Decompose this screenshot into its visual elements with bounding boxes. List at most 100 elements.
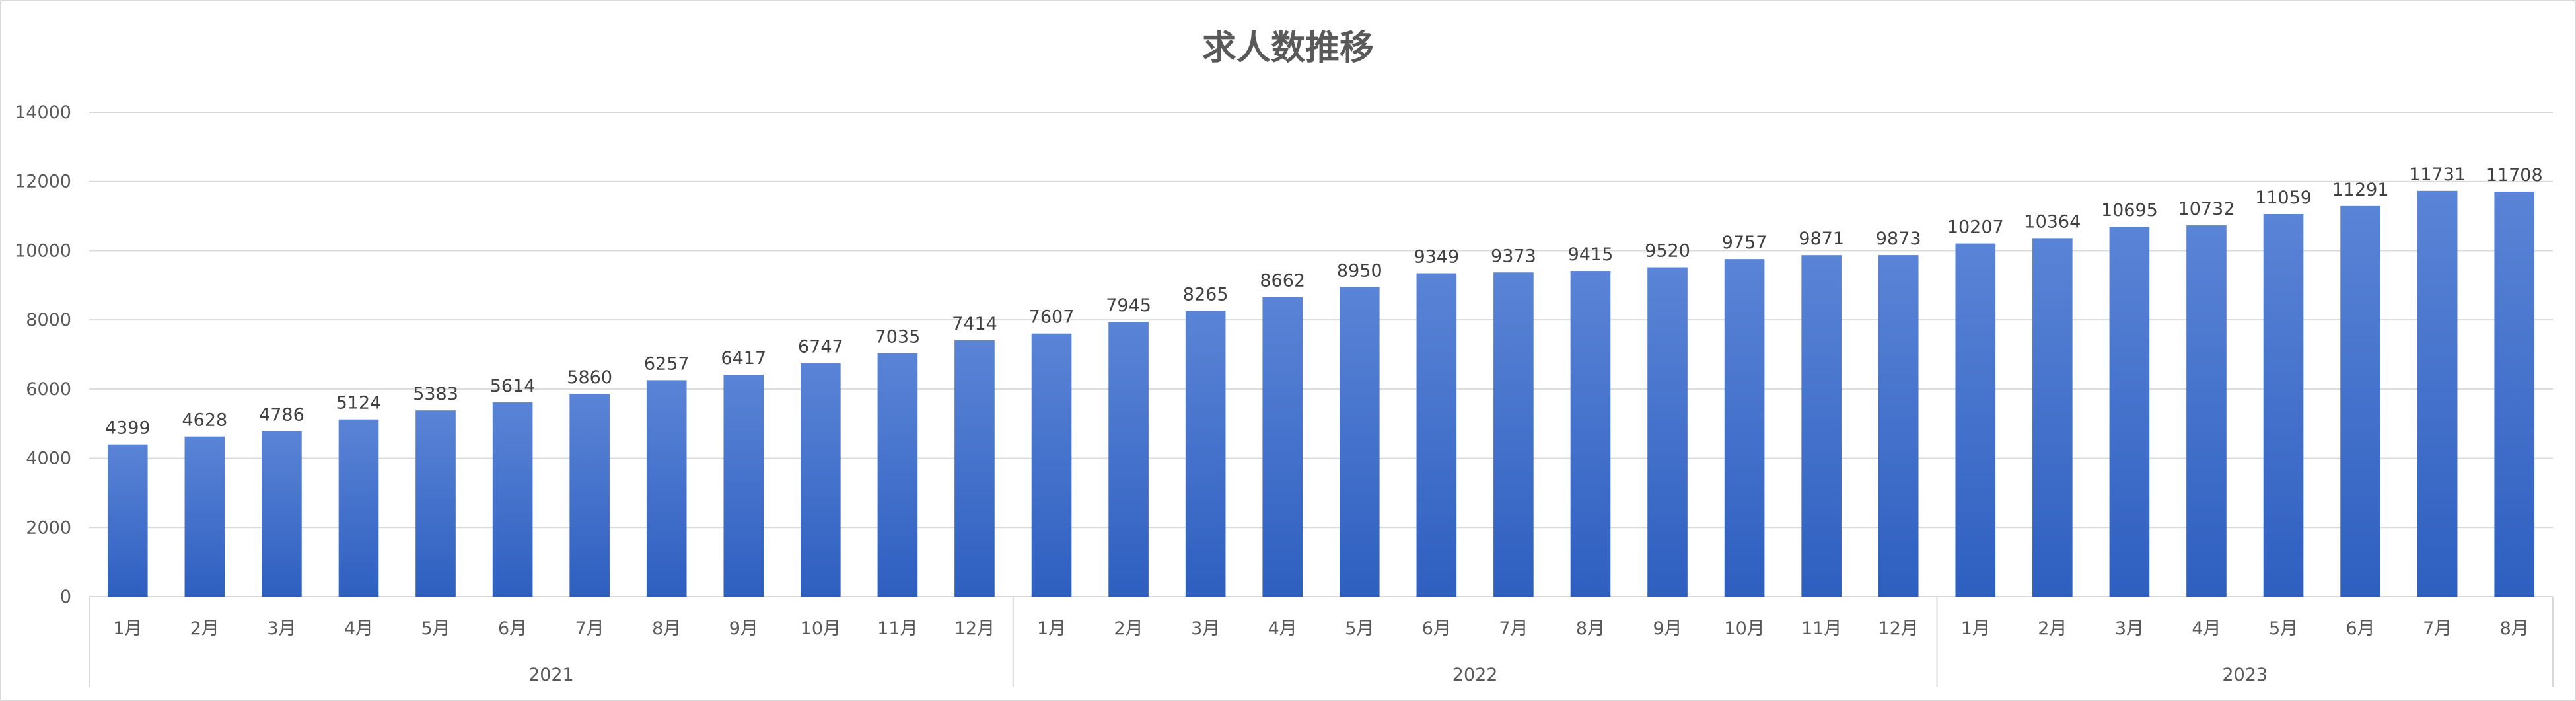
y-tick-label: 12000 xyxy=(15,172,71,192)
data-label: 9349 xyxy=(1413,247,1459,268)
year-groups: 2021 2022 2023 xyxy=(89,597,2554,687)
bar xyxy=(1262,297,1303,597)
x-tick-label: 3月 xyxy=(2115,618,2144,639)
bar xyxy=(1955,243,1996,597)
x-tick-label: 11月 xyxy=(1801,618,1842,639)
bar xyxy=(1031,333,1072,597)
x-tick-label: 1月 xyxy=(1961,618,1990,639)
x-tick-label: 4月 xyxy=(2192,618,2221,639)
y-tick-label: 2000 xyxy=(26,517,71,538)
data-label: 10732 xyxy=(2178,199,2235,219)
x-tick-label: 9月 xyxy=(729,618,758,639)
bar xyxy=(1416,273,1457,597)
bar xyxy=(2417,190,2458,597)
bar xyxy=(1801,255,1842,597)
data-label: 8265 xyxy=(1183,284,1229,305)
bar xyxy=(1724,259,1765,597)
year-label: 2022 xyxy=(1452,665,1498,685)
bar xyxy=(1570,271,1611,597)
x-tick-label: 5月 xyxy=(2269,618,2298,639)
y-tick-label: 4000 xyxy=(26,449,71,469)
x-tick-label: 10月 xyxy=(1724,618,1764,639)
data-label: 4399 xyxy=(105,418,151,439)
bar xyxy=(1493,272,1534,597)
x-tick-label: 4月 xyxy=(1268,618,1297,639)
data-label: 8950 xyxy=(1337,260,1382,281)
x-tick-label: 7月 xyxy=(575,618,604,639)
data-label: 8662 xyxy=(1260,270,1305,291)
data-label: 5383 xyxy=(413,384,458,404)
bar xyxy=(338,419,379,597)
x-tick-label: 7月 xyxy=(2423,618,2452,639)
y-tick-label: 8000 xyxy=(26,310,71,330)
x-tick-label: 2月 xyxy=(190,618,219,639)
bar xyxy=(1108,322,1149,597)
x-tick-label: 1月 xyxy=(1037,618,1066,639)
bars xyxy=(107,190,2535,597)
data-label: 10364 xyxy=(2024,211,2081,232)
x-tick-label: 1月 xyxy=(113,618,142,639)
bar xyxy=(2186,225,2227,597)
data-label: 7945 xyxy=(1106,295,1151,316)
data-label: 5614 xyxy=(490,376,536,396)
bar xyxy=(801,363,841,597)
data-label: 7607 xyxy=(1029,307,1075,328)
y-tick-label: 0 xyxy=(60,587,71,607)
x-tick-label: 11月 xyxy=(877,618,917,639)
x-tick-label: 6月 xyxy=(1422,618,1451,639)
x-tick-label: 10月 xyxy=(801,618,841,639)
bar xyxy=(2494,192,2535,597)
bar xyxy=(1878,255,1919,597)
x-tick-label: 12月 xyxy=(954,618,995,639)
x-tick-label: 2月 xyxy=(1114,618,1143,639)
x-tick-label: 5月 xyxy=(1345,618,1374,639)
bar xyxy=(1185,311,1226,597)
bar xyxy=(415,410,456,597)
data-label: 6257 xyxy=(644,353,690,374)
data-label: 11708 xyxy=(2486,165,2543,186)
data-label: 11291 xyxy=(2332,180,2389,200)
data-label: 6747 xyxy=(798,337,843,357)
y-tick-label: 14000 xyxy=(15,102,71,123)
data-label: 7414 xyxy=(952,314,997,334)
data-label: 9757 xyxy=(1722,233,1768,253)
data-label: 5124 xyxy=(336,393,382,414)
x-tick-label: 4月 xyxy=(344,618,373,639)
bar xyxy=(2263,213,2304,597)
data-label: 10207 xyxy=(1947,217,2004,238)
x-tick-label: 6月 xyxy=(498,618,527,639)
bar xyxy=(646,380,687,597)
x-tick-label: 3月 xyxy=(267,618,296,639)
bar xyxy=(1339,287,1380,597)
y-tick-label: 10000 xyxy=(15,240,71,261)
data-label: 9415 xyxy=(1568,244,1614,265)
data-labels: 4399 4628 4786 5124 5383 5614 5860 6257 6417 6747… xyxy=(105,165,2543,439)
data-label: 5860 xyxy=(567,367,612,388)
x-axis-ticks: 1月 2月 3月 4月 5月 6月 7月 8月 9月 10月 11月 12月 1月 2月 3月 4月 5月 6月 7… xyxy=(113,618,2529,639)
year-label: 2021 xyxy=(528,665,574,685)
data-label: 9873 xyxy=(1876,229,1921,249)
bar xyxy=(2032,238,2073,597)
x-tick-label: 12月 xyxy=(1878,618,1919,639)
bar xyxy=(2109,227,2150,597)
chart-title: 求人数推移 xyxy=(1202,28,1374,68)
data-label: 4786 xyxy=(259,404,304,425)
bar xyxy=(569,394,610,597)
bar xyxy=(107,444,148,597)
x-tick-label: 2月 xyxy=(2038,618,2067,639)
x-tick-label: 8月 xyxy=(652,618,681,639)
data-label: 9871 xyxy=(1799,229,1844,249)
data-label: 7035 xyxy=(875,327,921,348)
x-tick-label: 7月 xyxy=(1499,618,1528,639)
data-label: 9520 xyxy=(1645,241,1690,262)
y-axis-ticks: 0 2000 4000 6000 8000 10000 12000 14000 xyxy=(15,102,71,607)
x-tick-label: 6月 xyxy=(2346,618,2375,639)
bar xyxy=(184,436,225,597)
bar xyxy=(492,402,533,597)
y-tick-label: 6000 xyxy=(26,379,71,400)
bar xyxy=(723,375,764,597)
data-label: 6417 xyxy=(721,348,766,369)
x-tick-label: 8月 xyxy=(1576,618,1605,639)
